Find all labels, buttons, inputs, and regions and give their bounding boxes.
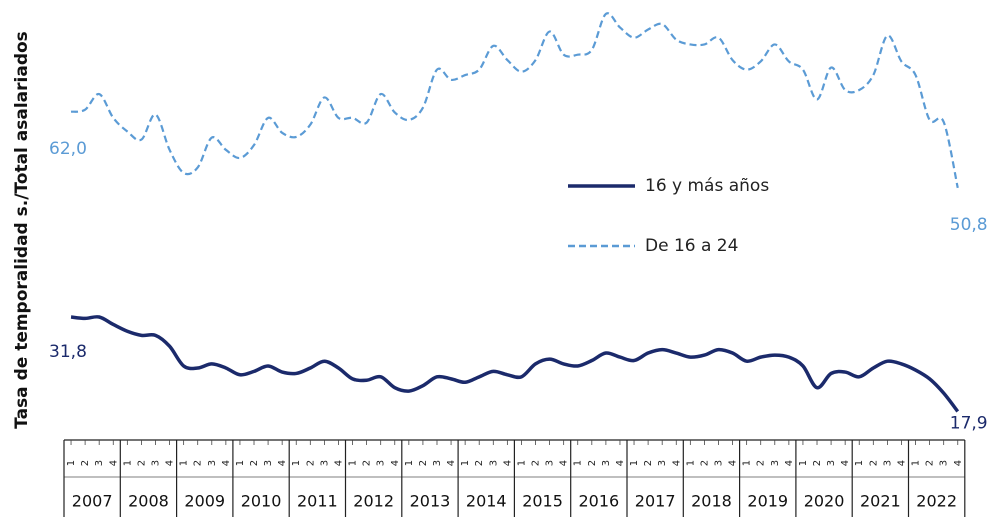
quarter-label: 1	[348, 460, 359, 466]
value-label: 17,9	[950, 413, 988, 433]
quarter-label: 2	[80, 460, 91, 466]
quarter-label: 2	[249, 460, 260, 466]
quarter-label: 4	[277, 460, 288, 466]
series-line	[70, 315, 960, 413]
year-label: 2015	[522, 492, 563, 511]
quarter-label: 1	[460, 460, 471, 466]
quarter-label: 3	[601, 460, 612, 466]
quarter-label: 4	[953, 460, 964, 466]
quarter-label: 1	[685, 460, 696, 466]
quarter-label: 2	[812, 460, 823, 466]
year-label: 2009	[184, 492, 225, 511]
quarter-label: 1	[66, 460, 77, 466]
year-label: 2013	[410, 492, 451, 511]
legend-label: 16 y más años	[645, 176, 769, 196]
quarter-label: 4	[108, 460, 119, 466]
quarter-label: 1	[122, 460, 133, 466]
quarter-label: 4	[615, 460, 626, 466]
quarter-label: 2	[868, 460, 879, 466]
quarter-label: 3	[319, 460, 330, 466]
quarter-label: 2	[193, 460, 204, 466]
quarter-label: 3	[94, 460, 105, 466]
quarter-label: 1	[404, 460, 415, 466]
quarter-label: 4	[446, 460, 457, 466]
quarter-label: 4	[165, 460, 176, 466]
year-label: 2020	[804, 492, 845, 511]
value-label: 31,8	[49, 342, 87, 362]
quarter-label: 4	[333, 460, 344, 466]
year-label: 2011	[297, 492, 338, 511]
quarter-label: 2	[136, 460, 147, 466]
quarter-label: 4	[221, 460, 232, 466]
quarter-label: 2	[418, 460, 429, 466]
quarter-label: 1	[291, 460, 302, 466]
quarter-label: 4	[784, 460, 795, 466]
year-label: 2021	[860, 492, 901, 511]
quarter-label: 4	[728, 460, 739, 466]
quarter-label: 3	[657, 460, 668, 466]
quarter-label: 2	[756, 460, 767, 466]
year-label: 2010	[241, 492, 282, 511]
series-line	[70, 12, 959, 189]
year-label: 2012	[353, 492, 394, 511]
quarter-label: 3	[939, 460, 950, 466]
quarter-label: 3	[376, 460, 387, 466]
quarter-label: 2	[699, 460, 710, 466]
quarter-label: 3	[263, 460, 274, 466]
quarter-label: 3	[545, 460, 556, 466]
year-label: 2014	[466, 492, 507, 511]
quarter-label: 4	[390, 460, 401, 466]
quarter-label: 1	[911, 460, 922, 466]
quarter-label: 4	[896, 460, 907, 466]
quarter-label: 3	[826, 460, 837, 466]
quarter-label: 2	[305, 460, 316, 466]
quarter-label: 3	[770, 460, 781, 466]
quarter-label: 1	[573, 460, 584, 466]
quarter-label: 3	[432, 460, 443, 466]
quarter-label: 1	[854, 460, 865, 466]
quarter-label: 1	[629, 460, 640, 466]
quarter-label: 2	[925, 460, 936, 466]
quarter-label: 4	[671, 460, 682, 466]
value-label: 62,0	[49, 139, 87, 159]
year-label: 2022	[916, 492, 957, 511]
quarter-label: 4	[502, 460, 513, 466]
quarter-label: 1	[798, 460, 809, 466]
quarter-label: 2	[531, 460, 542, 466]
quarter-label: 2	[643, 460, 654, 466]
quarter-label: 3	[150, 460, 161, 466]
value-label: 50,8	[950, 215, 988, 235]
quarter-label: 3	[488, 460, 499, 466]
year-label: 2007	[72, 492, 113, 511]
y-axis-label: Tasa de temporalidad s./Total asalariado…	[12, 31, 32, 429]
year-label: 2016	[578, 492, 619, 511]
year-label: 2018	[691, 492, 732, 511]
quarter-label: 2	[474, 460, 485, 466]
quarter-label: 3	[207, 460, 218, 466]
year-label: 2017	[635, 492, 676, 511]
quarter-label: 3	[882, 460, 893, 466]
year-label: 2008	[128, 492, 169, 511]
quarter-label: 4	[559, 460, 570, 466]
quarter-label: 2	[362, 460, 373, 466]
quarter-label: 2	[587, 460, 598, 466]
quarter-label: 1	[179, 460, 190, 466]
quarter-label: 1	[742, 460, 753, 466]
quarter-label: 4	[840, 460, 851, 466]
quarter-label: 1	[516, 460, 527, 466]
quarter-label: 3	[713, 460, 724, 466]
quarter-label: 1	[235, 460, 246, 466]
year-label: 2019	[747, 492, 788, 511]
legend-label: De 16 a 24	[645, 236, 738, 256]
